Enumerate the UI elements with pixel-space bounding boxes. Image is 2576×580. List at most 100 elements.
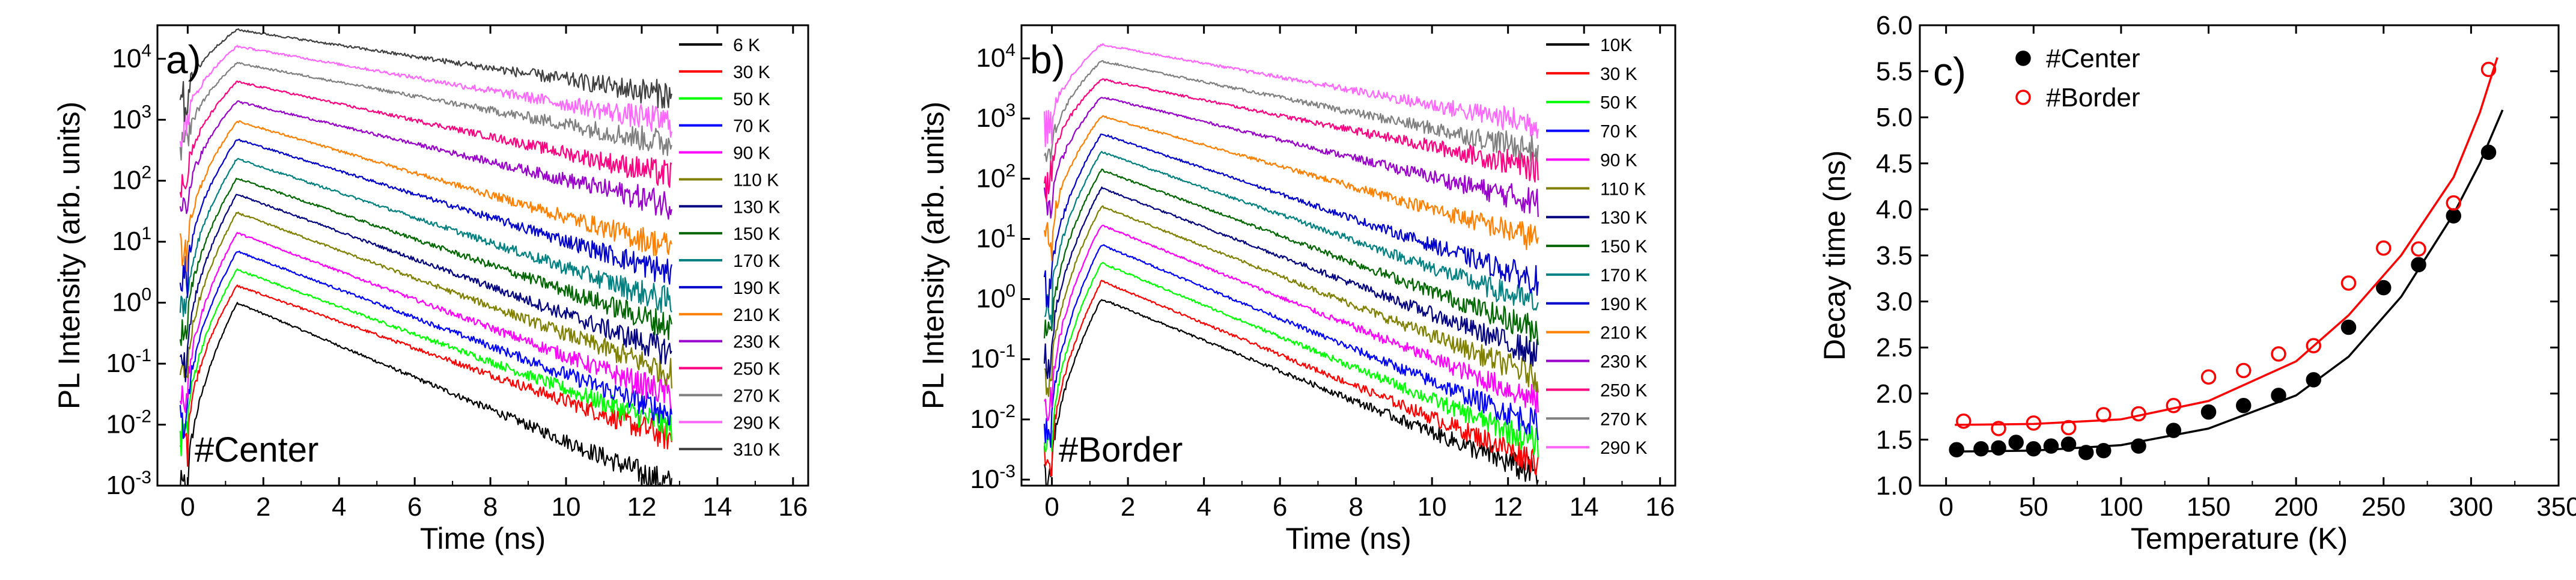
data-point-border	[2060, 420, 2077, 436]
y-tick-base: 10	[112, 227, 141, 256]
data-point-center	[1973, 441, 1989, 457]
y-tick-base: 10	[970, 465, 999, 494]
x-tick-label: 14	[702, 492, 732, 522]
y-tick-label: 10-1	[970, 341, 1015, 374]
series-line-150k	[1043, 168, 1539, 346]
y-tick-exponent: 2	[1005, 160, 1015, 180]
series-line-250k	[179, 81, 672, 198]
x-tick-label: 0	[1938, 492, 1953, 522]
series-line-50k	[1043, 261, 1539, 457]
series-line-30k	[179, 284, 672, 467]
data-point-center	[2200, 404, 2217, 420]
data-point-border	[2131, 406, 2146, 422]
legend-label: 150 K	[733, 224, 780, 244]
data-point-center	[2306, 372, 2322, 388]
legend-label: 30 K	[733, 63, 770, 82]
panel-a: 0 2 4 6 8 10 12 14 1610-310-210-1100101102103104…	[52, 24, 809, 555]
series-line-230k	[179, 100, 672, 220]
y-tick-base: 10	[970, 404, 999, 434]
x-axis-label: Time (ns)	[420, 522, 546, 555]
x-tick-label: 16	[1645, 492, 1675, 522]
y-tick-label: 1.5	[1876, 425, 1913, 454]
x-axis-label: Time (ns)	[1285, 522, 1411, 555]
data-point-border	[2271, 346, 2286, 362]
y-tick-label: 10-3	[106, 468, 151, 500]
data-point-border	[1991, 421, 2006, 436]
series-line-30k	[1043, 279, 1539, 477]
legend-label: #Center	[2046, 44, 2140, 73]
panel-label: b)	[1030, 37, 1065, 82]
legend-label: 110 K	[1600, 179, 1646, 199]
legend-label: 170 K	[733, 251, 780, 271]
data-point-center	[2026, 441, 2042, 457]
series-line-230k	[1043, 97, 1539, 219]
y-tick-label: 2.5	[1876, 333, 1913, 362]
data-point-center	[1949, 442, 1964, 458]
x-tick-label: 200	[2274, 492, 2318, 522]
y-tick-base: 10	[976, 224, 1005, 253]
data-point-border	[2340, 275, 2357, 291]
data-point-border	[2411, 241, 2426, 257]
legend-label: 250 K	[1600, 380, 1647, 400]
legend-label: 210 K	[733, 305, 780, 325]
fit-curve-center	[1955, 109, 2504, 453]
y-tick-base: 10	[112, 105, 141, 134]
data-point-center	[2411, 257, 2426, 273]
legend-label: 50 K	[1600, 93, 1637, 113]
series-line-170k	[179, 157, 672, 317]
series-line-210k	[179, 120, 672, 272]
x-tick-label: 12	[1493, 492, 1523, 522]
y-tick-exponent: 0	[1005, 281, 1015, 301]
y-tick-exponent: -1	[135, 346, 151, 365]
y-tick-exponent: -1	[999, 341, 1015, 361]
legend-label: 30 K	[1600, 64, 1637, 84]
x-tick-label: 16	[778, 492, 808, 522]
y-axis-label: Decay time (ns)	[1818, 150, 1851, 361]
series-line-70k	[1043, 244, 1539, 448]
y-tick-label: 3.0	[1876, 287, 1913, 317]
legend-label: 230 K	[733, 332, 780, 352]
series-line-290k	[1043, 43, 1539, 147]
y-tick-exponent: -3	[135, 468, 151, 487]
y-tick-label: 10-2	[106, 407, 151, 439]
series-line-310k	[179, 28, 672, 123]
data-point-center	[2131, 438, 2146, 454]
x-axis-label: Temperature (K)	[2131, 522, 2348, 555]
data-point-border	[2480, 61, 2497, 78]
x-tick-label: 6	[407, 492, 422, 522]
legend-label: 130 K	[1600, 208, 1647, 228]
data-point-border	[2200, 369, 2217, 385]
legend-label: 210 K	[1600, 323, 1647, 343]
y-tick-label: 102	[976, 160, 1015, 193]
series-line-150k	[179, 177, 672, 346]
y-tick-exponent: -3	[999, 462, 1015, 481]
y-tick-exponent: -2	[135, 407, 151, 427]
data-point-border	[2236, 362, 2252, 379]
series-line-110k	[179, 212, 672, 389]
y-tick-exponent: 0	[141, 285, 151, 305]
x-tick-label: 10	[1417, 492, 1447, 522]
series-line-50k	[179, 268, 672, 457]
series-line-190k	[179, 138, 672, 298]
legend-label: 190 K	[1600, 295, 1647, 314]
legend-label: 130 K	[733, 197, 780, 217]
panel-label: c)	[1933, 49, 1966, 94]
series-line-130k	[1043, 186, 1539, 379]
legend-label: 50 K	[733, 90, 770, 109]
y-tick-exponent: 4	[141, 41, 151, 61]
data-point-center	[2446, 208, 2462, 224]
y-tick-exponent: 3	[1005, 100, 1015, 120]
data-point-center	[2008, 435, 2024, 450]
y-tick-base: 10	[976, 103, 1005, 133]
y-tick-label: 4.5	[1876, 149, 1913, 179]
x-tick-label: 250	[2361, 492, 2405, 522]
x-tick-label: 8	[483, 492, 498, 522]
data-point-border	[1956, 414, 1972, 429]
legend-label: 150 K	[1600, 237, 1647, 257]
y-axis-label: PL Intensity (arb. units)	[52, 102, 86, 409]
data-point-center	[2236, 397, 2252, 414]
series-line-70k	[179, 250, 672, 439]
sample-annotation: #Center	[195, 430, 318, 469]
y-tick-base: 10	[976, 163, 1005, 193]
data-point-center	[2078, 445, 2094, 460]
